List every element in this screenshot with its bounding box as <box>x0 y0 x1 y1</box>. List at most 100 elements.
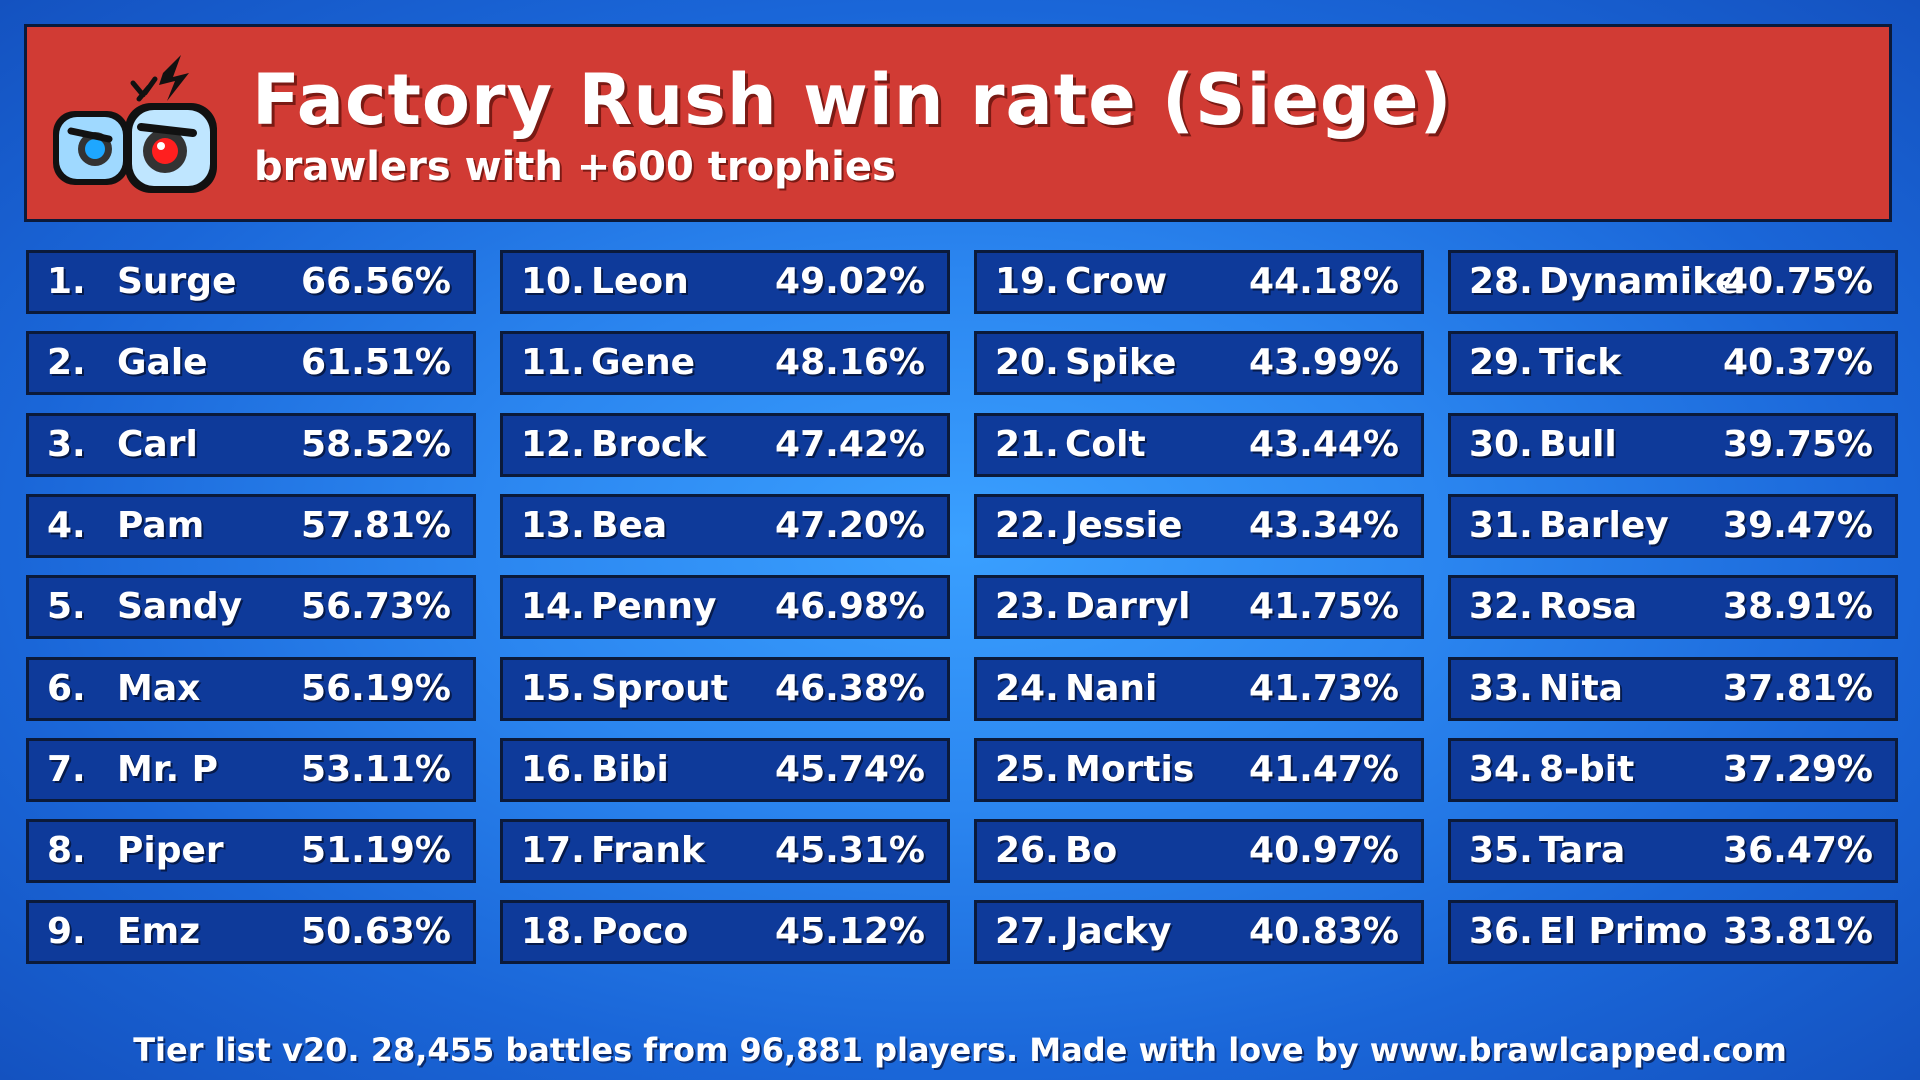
rank-number: 2. <box>47 342 86 383</box>
win-rate: 40.75% <box>1723 261 1873 302</box>
win-rate: 46.98% <box>775 586 925 627</box>
list-item: 22. Jessie 43.34% <box>974 494 1424 558</box>
rank-number: 7. <box>47 749 86 790</box>
list-item: 4. Pam 57.81% <box>26 494 476 558</box>
header-banner: Factory Rush win rate (Siege) brawlers w… <box>24 24 1892 222</box>
brawler-name: Leon <box>591 261 689 302</box>
list-item: 20. Spike 43.99% <box>974 331 1424 395</box>
brawler-name: Sandy <box>117 586 243 627</box>
brawler-name: Brock <box>591 424 707 465</box>
win-rate: 61.51% <box>301 342 451 383</box>
brawler-name: Bibi <box>591 749 669 790</box>
win-rate: 46.38% <box>775 668 925 709</box>
brawler-name: Pam <box>117 505 205 546</box>
win-rate: 40.83% <box>1249 911 1399 952</box>
list-item: 5. Sandy 56.73% <box>26 575 476 639</box>
list-item: 15. Sprout 46.38% <box>500 657 950 721</box>
rank-number: 19. <box>995 261 1059 302</box>
brawler-name: Surge <box>117 261 237 302</box>
rank-number: 36. <box>1469 911 1533 952</box>
rank-number: 4. <box>47 505 86 546</box>
list-item: 7. Mr. P 53.11% <box>26 738 476 802</box>
win-rate: 57.81% <box>301 505 451 546</box>
brawler-name: Rosa <box>1539 586 1638 627</box>
win-rate: 40.37% <box>1723 342 1873 383</box>
rank-number: 15. <box>521 668 585 709</box>
rank-number: 1. <box>47 261 86 302</box>
rank-number: 18. <box>521 911 585 952</box>
list-item: 6. Max 56.19% <box>26 657 476 721</box>
rank-number: 25. <box>995 749 1059 790</box>
brawler-name: Poco <box>591 911 689 952</box>
win-rate: 39.47% <box>1723 505 1873 546</box>
brawler-name: Colt <box>1065 424 1146 465</box>
win-rate: 39.75% <box>1723 424 1873 465</box>
win-rate: 45.12% <box>775 911 925 952</box>
angry-robot-logo-icon <box>53 55 217 193</box>
brawler-name: El Primo <box>1539 911 1708 952</box>
win-rate: 37.81% <box>1723 668 1873 709</box>
rank-number: 30. <box>1469 424 1533 465</box>
rank-number: 23. <box>995 586 1059 627</box>
list-item: 18. Poco 45.12% <box>500 900 950 964</box>
win-rate: 51.19% <box>301 830 451 871</box>
brawler-name: Bea <box>591 505 668 546</box>
rank-number: 12. <box>521 424 585 465</box>
rank-number: 34. <box>1469 749 1533 790</box>
win-rate: 56.19% <box>301 668 451 709</box>
rank-number: 20. <box>995 342 1059 383</box>
rank-number: 35. <box>1469 830 1533 871</box>
rank-number: 26. <box>995 830 1059 871</box>
list-item: 2. Gale 61.51% <box>26 331 476 395</box>
rank-number: 32. <box>1469 586 1533 627</box>
list-item: 11. Gene 48.16% <box>500 331 950 395</box>
list-item: 13. Bea 47.20% <box>500 494 950 558</box>
brawler-name: Piper <box>117 830 224 871</box>
rank-number: 17. <box>521 830 585 871</box>
win-rate: 47.20% <box>775 505 925 546</box>
list-item: 9. Emz 50.63% <box>26 900 476 964</box>
win-rate: 50.63% <box>301 911 451 952</box>
brawler-name: Tick <box>1539 342 1622 383</box>
brawler-name: Bull <box>1539 424 1617 465</box>
list-item: 19. Crow 44.18% <box>974 250 1424 314</box>
rank-number: 8. <box>47 830 86 871</box>
win-rate: 47.42% <box>775 424 925 465</box>
list-item: 21. Colt 43.44% <box>974 413 1424 477</box>
rank-number: 11. <box>521 342 585 383</box>
win-rate: 36.47% <box>1723 830 1873 871</box>
brawler-name: Spike <box>1065 342 1177 383</box>
list-item: 3. Carl 58.52% <box>26 413 476 477</box>
list-item: 1. Surge 66.56% <box>26 250 476 314</box>
rank-number: 27. <box>995 911 1059 952</box>
list-item: 26. Bo 40.97% <box>974 819 1424 883</box>
win-rate: 33.81% <box>1723 911 1873 952</box>
win-rate: 40.97% <box>1249 830 1399 871</box>
list-item: 36. El Primo 33.81% <box>1448 900 1898 964</box>
list-item: 33. Nita 37.81% <box>1448 657 1898 721</box>
rank-number: 29. <box>1469 342 1533 383</box>
brawler-name: Frank <box>591 830 705 871</box>
list-item: 12. Brock 47.42% <box>500 413 950 477</box>
list-item: 30. Bull 39.75% <box>1448 413 1898 477</box>
win-rate: 56.73% <box>301 586 451 627</box>
list-item: 27. Jacky 40.83% <box>974 900 1424 964</box>
win-rate: 37.29% <box>1723 749 1873 790</box>
brawler-name: Carl <box>117 424 198 465</box>
brawler-name: Nani <box>1065 668 1158 709</box>
page-subtitle: brawlers with +600 trophies <box>254 144 896 190</box>
win-rate: 41.75% <box>1249 586 1399 627</box>
page-title: Factory Rush win rate (Siege) <box>252 59 1453 141</box>
list-item: 8. Piper 51.19% <box>26 819 476 883</box>
rank-number: 3. <box>47 424 86 465</box>
win-rate: 44.18% <box>1249 261 1399 302</box>
brawler-name: Jessie <box>1065 505 1183 546</box>
footer-credits: Tier list v20. 28,455 battles from 96,88… <box>133 1031 1787 1069</box>
rank-number: 24. <box>995 668 1059 709</box>
win-rate: 58.52% <box>301 424 451 465</box>
brawler-name: Gene <box>591 342 696 383</box>
brawler-name: Crow <box>1065 261 1168 302</box>
brawler-name: Mortis <box>1065 749 1195 790</box>
win-rate: 43.99% <box>1249 342 1399 383</box>
list-item: 24. Nani 41.73% <box>974 657 1424 721</box>
